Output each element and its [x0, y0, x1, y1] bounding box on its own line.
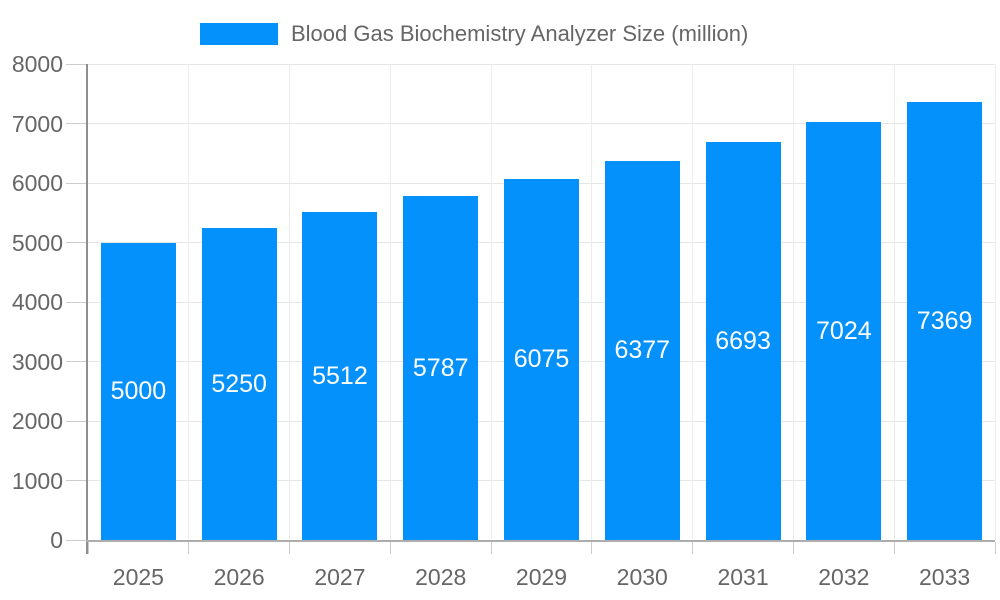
- x-axis-tick-mark: [792, 542, 794, 554]
- x-axis-tick-mark: [893, 542, 895, 554]
- x-axis-label: 2030: [616, 564, 668, 590]
- grid-line-horizontal: [88, 123, 995, 124]
- bar[interactable]: [907, 101, 983, 540]
- x-axis-tick-mark: [389, 542, 391, 554]
- x-axis-tick-mark: [87, 542, 89, 554]
- legend-swatch: [200, 23, 278, 45]
- y-axis-tick-label: 3000: [11, 348, 63, 375]
- x-axis-tick-mark: [994, 542, 996, 554]
- x-axis-tick-mark: [591, 542, 593, 554]
- y-axis-tick-label: 7000: [11, 110, 63, 137]
- x-axis-line: [86, 540, 995, 542]
- bar[interactable]: [604, 160, 680, 540]
- grid-line-vertical: [389, 64, 391, 540]
- x-axis-tick-mark: [188, 542, 190, 554]
- grid-line-vertical: [893, 64, 895, 540]
- bar[interactable]: [806, 122, 882, 540]
- bar[interactable]: [100, 242, 176, 540]
- y-axis-tick-mark: [66, 123, 88, 124]
- bar[interactable]: [504, 178, 579, 540]
- y-axis-tick-label: 1000: [11, 467, 63, 494]
- grid-line-vertical: [490, 64, 492, 540]
- x-axis-tick-mark: [289, 542, 291, 554]
- bar[interactable]: [705, 141, 781, 540]
- bar[interactable]: [403, 195, 479, 540]
- y-axis-tick-mark: [66, 182, 88, 184]
- y-axis-tick-label: 8000: [11, 51, 63, 77]
- y-axis-tick-label: 4000: [11, 289, 63, 315]
- grid-line-vertical: [289, 64, 291, 540]
- bar-value-label: 6377: [614, 336, 671, 365]
- y-axis-tick-mark: [66, 420, 88, 422]
- legend-item[interactable]: Blood Gas Biochemistry Analyzer Size (mi…: [200, 22, 748, 46]
- y-axis-tick-label: 2000: [11, 408, 63, 434]
- grid-line-horizontal: [88, 63, 995, 65]
- x-axis-label: 2028: [415, 564, 467, 590]
- x-axis-label: 2033: [919, 564, 971, 590]
- bar-value-label: 5787: [412, 353, 469, 382]
- x-axis-label: 2027: [314, 564, 366, 590]
- y-axis-tick-mark: [66, 63, 88, 65]
- y-axis-tick-mark: [66, 539, 88, 541]
- bar-value-label: 6693: [715, 326, 771, 355]
- grid-line-vertical: [994, 64, 996, 540]
- x-axis-tick-mark: [490, 542, 492, 554]
- grid-line-vertical: [792, 64, 794, 540]
- grid-line-vertical: [591, 64, 593, 540]
- x-axis-label: 2032: [818, 564, 870, 590]
- y-axis-tick-mark: [66, 301, 88, 303]
- bar-value-label: 7024: [816, 317, 872, 346]
- y-axis-tick-mark: [66, 242, 88, 243]
- x-axis-label: 2029: [515, 564, 568, 590]
- y-axis-tick-label: 0: [50, 527, 63, 553]
- bar[interactable]: [302, 212, 378, 540]
- x-axis-tick-mark: [692, 542, 694, 554]
- grid-line-vertical: [188, 64, 190, 540]
- x-axis-label: 2031: [717, 564, 769, 590]
- bar-value-label: 7369: [916, 306, 973, 335]
- y-axis-line: [86, 64, 88, 554]
- x-axis-label: 2026: [213, 564, 265, 590]
- grid-line-vertical: [692, 64, 694, 540]
- bar-value-label: 5512: [312, 362, 368, 391]
- bar-value-label: 5250: [211, 369, 267, 398]
- bar[interactable]: [201, 227, 277, 540]
- y-axis-tick-label: 6000: [11, 170, 63, 196]
- bar-value-label: 5000: [110, 377, 167, 406]
- x-axis-label: 2025: [112, 564, 164, 590]
- legend-label: Blood Gas Biochemistry Analyzer Size (mi…: [291, 21, 749, 46]
- y-axis-tick-mark: [66, 480, 88, 481]
- y-axis-tick-mark: [66, 361, 88, 362]
- bar-value-label: 6075: [513, 345, 570, 374]
- y-axis-tick-label: 5000: [11, 229, 63, 256]
